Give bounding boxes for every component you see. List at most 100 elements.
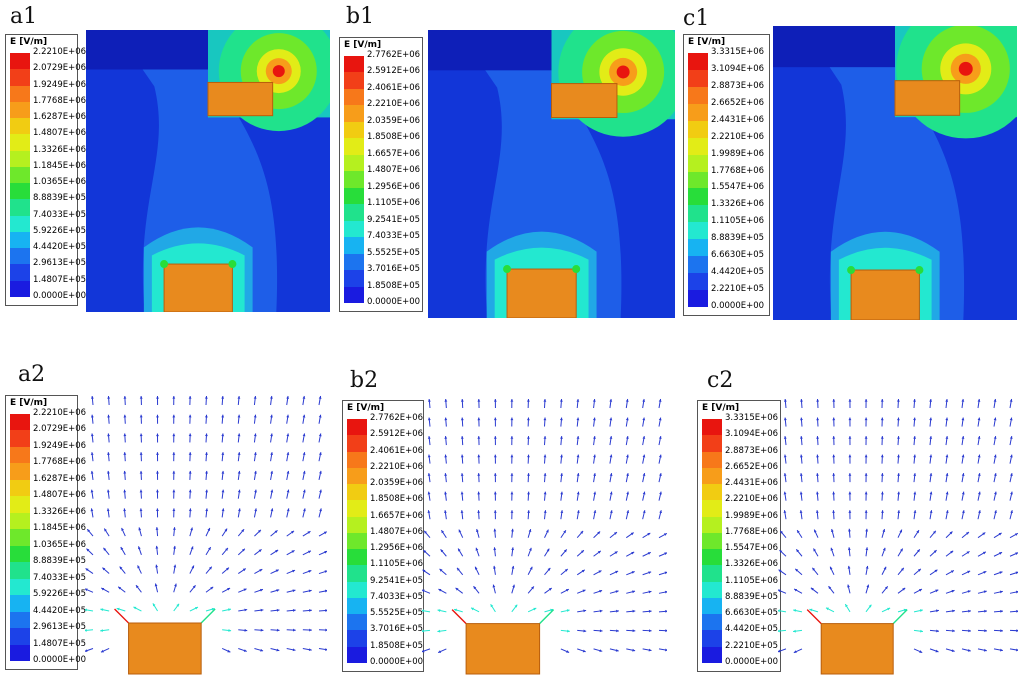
legend-swatch bbox=[688, 256, 708, 274]
field-vector-arrowhead bbox=[490, 604, 494, 608]
field-vector-arrowhead bbox=[665, 648, 667, 652]
field-vector-arrowhead bbox=[270, 508, 274, 512]
field-vector-arrowhead bbox=[945, 399, 949, 402]
field-vector-arrowhead bbox=[825, 607, 829, 611]
field-vector-arrowhead bbox=[547, 567, 551, 571]
field-vector-arrowhead bbox=[632, 648, 636, 652]
field-vector-arrowhead bbox=[107, 470, 110, 474]
legend-swatch bbox=[344, 72, 364, 90]
legend-swatch bbox=[10, 512, 30, 530]
field-vector-arrowhead bbox=[237, 489, 241, 493]
legend-swatch bbox=[10, 496, 30, 514]
field-vector-arrowhead bbox=[107, 452, 110, 455]
field-vector-arrowhead bbox=[815, 510, 819, 513]
field-vector-arrowhead bbox=[559, 417, 563, 421]
legend-tick-label: 1.1105E+06 bbox=[370, 559, 424, 570]
legend-swatch bbox=[10, 446, 30, 464]
legend-swatch bbox=[347, 484, 367, 501]
legend-swatch bbox=[347, 532, 367, 550]
legend-swatch bbox=[702, 435, 722, 453]
field-vector-arrowhead bbox=[237, 452, 241, 455]
field-vector-arrowhead bbox=[308, 589, 312, 593]
field-vector-arrowhead bbox=[560, 491, 564, 495]
field-vector-arrowhead bbox=[492, 584, 496, 588]
legend-swatch bbox=[347, 646, 367, 664]
field-vector-arrowhead bbox=[172, 470, 176, 474]
field-vector-arrowhead bbox=[156, 452, 159, 455]
legend-swatch bbox=[10, 215, 30, 233]
field-vector-arrowhead bbox=[510, 510, 514, 513]
field-vector-arrowhead bbox=[527, 510, 531, 513]
field-vector-arrowhead bbox=[631, 551, 635, 555]
field-vector-arrowhead bbox=[1016, 609, 1018, 613]
field-vector-arrowhead bbox=[977, 491, 981, 495]
field-vector-arrowhead bbox=[613, 532, 617, 535]
field-vector-arrowhead bbox=[648, 590, 652, 594]
field-vector-arrowhead bbox=[783, 473, 787, 476]
field-vector-arrowhead bbox=[919, 609, 923, 612]
field-vector-arrowhead bbox=[526, 399, 530, 402]
field-vector-arrowhead bbox=[882, 529, 886, 533]
field-vector-arrowhead bbox=[106, 489, 110, 493]
field-vector-arrowhead bbox=[85, 608, 87, 612]
legend-tick-label: 2.2210E+06 bbox=[33, 47, 87, 57]
field-vector-arrowhead bbox=[778, 649, 781, 653]
field-vector-arrowhead bbox=[848, 510, 852, 513]
field-vector-arrowhead bbox=[961, 491, 965, 495]
field-vector-arrowhead bbox=[830, 529, 834, 532]
field-vector-arrowhead bbox=[598, 570, 602, 574]
legend-tick-label: 2.9613E+05 bbox=[33, 258, 87, 269]
field-vector-arrowhead bbox=[1009, 454, 1013, 458]
field-vector-arrowhead bbox=[85, 649, 88, 652]
field-vector-arrowhead bbox=[560, 436, 563, 439]
field-vector-arrowhead bbox=[176, 603, 180, 607]
field-vector-arrowhead bbox=[630, 532, 634, 536]
field-vector-arrowhead bbox=[422, 649, 425, 653]
field-vector-arrowhead bbox=[664, 590, 667, 594]
field-vector-arrowhead bbox=[778, 629, 780, 633]
field-vector-arrowhead bbox=[580, 550, 584, 554]
legend-swatch bbox=[344, 88, 364, 106]
field-vector-arrowhead bbox=[632, 609, 636, 613]
field-vector-arrowhead bbox=[780, 530, 784, 534]
field-vector-arrowhead bbox=[580, 530, 584, 534]
field-vector-arrowhead bbox=[815, 491, 819, 495]
field-vector-arrowhead bbox=[227, 649, 231, 653]
field-vector-arrowhead bbox=[897, 491, 901, 495]
field-vector-arrowhead bbox=[427, 417, 431, 421]
field-vector-arrowhead bbox=[493, 565, 496, 569]
field-plot-a1 bbox=[86, 30, 330, 312]
field-vector-arrowhead bbox=[493, 436, 497, 439]
field-vector-arrowhead bbox=[473, 586, 477, 590]
field-vector-arrowhead bbox=[899, 529, 903, 533]
legend-tick-label: 5.9226E+05 bbox=[33, 589, 87, 600]
legend-swatch bbox=[10, 628, 30, 646]
field-vector-arrowhead bbox=[816, 436, 820, 439]
field-vector-arrowhead bbox=[583, 629, 587, 633]
legend-swatch bbox=[10, 118, 30, 135]
legend-swatch bbox=[688, 222, 708, 240]
legend-tick-label: 1.1105E+06 bbox=[711, 216, 765, 227]
field-vector-arrowhead bbox=[510, 454, 514, 458]
field-vector-arrowhead bbox=[308, 570, 312, 573]
field-vector-arrowhead bbox=[302, 489, 306, 493]
field-vector-arrowhead bbox=[642, 436, 646, 439]
field-vector-arrowhead bbox=[260, 628, 264, 632]
field-vector-arrowhead bbox=[85, 568, 89, 572]
legend-tick-label: 2.7762E+06 bbox=[370, 413, 424, 423]
legend-tick-label: 1.5547E+06 bbox=[725, 543, 779, 554]
legend-swatch bbox=[10, 545, 30, 563]
field-vector-arrowhead bbox=[1000, 629, 1003, 633]
field-vector-arrowhead bbox=[276, 589, 280, 592]
field-vector-arrowhead bbox=[121, 527, 124, 531]
field-vector-arrowhead bbox=[510, 491, 514, 495]
field-vector-arrowhead bbox=[526, 417, 530, 421]
field-vector-arrowhead bbox=[952, 609, 955, 613]
field-vector-arrowhead bbox=[194, 606, 198, 610]
legend-tick-label: 0.0000E+00 bbox=[370, 657, 424, 667]
field-vector-arrowhead bbox=[564, 568, 568, 572]
field-vector-arrowhead bbox=[961, 436, 965, 439]
field-vector-arrowhead bbox=[880, 473, 884, 476]
field-vector-arrowhead bbox=[900, 548, 903, 552]
field-vector-arrowhead bbox=[950, 550, 954, 554]
